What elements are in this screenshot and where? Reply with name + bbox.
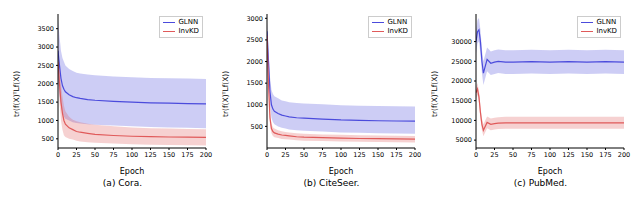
html-text:(a) Cora.: (a) Cora.	[102, 178, 143, 188]
svg-text:Epoch: Epoch	[538, 167, 563, 176]
svg-text:25: 25	[490, 151, 498, 159]
svg-text:0: 0	[474, 151, 478, 159]
svg-text:Epoch: Epoch	[329, 167, 354, 176]
svg-text:15000: 15000	[451, 97, 472, 105]
svg-text:150: 150	[372, 151, 384, 159]
html-text:InvKD: InvKD	[387, 27, 408, 35]
svg-text:100: 100	[544, 151, 556, 159]
svg-text:10000: 10000	[451, 117, 472, 125]
svg-text:175: 175	[390, 151, 402, 159]
svg-text:200: 200	[200, 151, 212, 159]
html-text:GLNN: GLNN	[387, 18, 408, 26]
html-text:(c) PubMed.: (c) PubMed.	[513, 178, 568, 188]
svg-text:500: 500	[251, 123, 263, 131]
svg-text:50: 50	[509, 151, 517, 159]
svg-text:tr(f(X)ᵀLf(X)): tr(f(X)ᵀLf(X))	[430, 71, 439, 117]
svg-text:1500: 1500	[246, 79, 263, 87]
svg-text:75: 75	[109, 151, 117, 159]
svg-text:125: 125	[562, 151, 574, 159]
svg-text:100: 100	[335, 151, 347, 159]
svg-text:25000: 25000	[451, 58, 472, 66]
svg-text:50: 50	[300, 151, 308, 159]
svg-text:2500: 2500	[37, 62, 54, 70]
svg-text:125: 125	[353, 151, 365, 159]
svg-text:25: 25	[281, 151, 289, 159]
svg-text:0: 0	[56, 151, 60, 159]
html-text:(b) CiteSeer.: (b) CiteSeer.	[303, 178, 360, 188]
svg-text:100: 100	[126, 151, 138, 159]
svg-text:tr(f(X)ᵀLf(X)): tr(f(X)ᵀLf(X))	[221, 71, 230, 117]
svg-text:Epoch: Epoch	[120, 167, 145, 176]
html-text:InvKD: InvKD	[596, 27, 617, 35]
svg-text:200: 200	[409, 151, 421, 159]
svg-text:2000: 2000	[37, 80, 54, 88]
svg-text:125: 125	[144, 151, 156, 159]
svg-text:1000: 1000	[37, 117, 54, 125]
svg-text:1000: 1000	[246, 101, 263, 109]
html-text:InvKD: InvKD	[178, 27, 199, 35]
svg-text:175: 175	[181, 151, 193, 159]
svg-text:3000: 3000	[246, 15, 263, 23]
svg-text:500: 500	[42, 135, 54, 143]
svg-text:3500: 3500	[37, 25, 54, 33]
svg-text:5000: 5000	[455, 136, 472, 144]
svg-text:30000: 30000	[451, 38, 472, 46]
svg-text:2500: 2500	[246, 36, 263, 44]
svg-text:0: 0	[265, 151, 269, 159]
svg-text:150: 150	[581, 151, 593, 159]
svg-text:200: 200	[618, 151, 630, 159]
svg-text:1500: 1500	[37, 98, 54, 106]
svg-text:2000: 2000	[246, 58, 263, 66]
svg-text:25: 25	[72, 151, 80, 159]
svg-text:20000: 20000	[451, 77, 472, 85]
html-text:GLNN: GLNN	[596, 18, 617, 26]
svg-text:3000: 3000	[37, 43, 54, 51]
svg-text:175: 175	[599, 151, 611, 159]
svg-text:150: 150	[163, 151, 175, 159]
svg-text:75: 75	[318, 151, 326, 159]
svg-text:tr(f(X)ᵀLf(X)): tr(f(X)ᵀLf(X))	[12, 71, 21, 117]
svg-text:50: 50	[91, 151, 99, 159]
svg-text:75: 75	[527, 151, 535, 159]
html-text:GLNN: GLNN	[178, 18, 199, 26]
